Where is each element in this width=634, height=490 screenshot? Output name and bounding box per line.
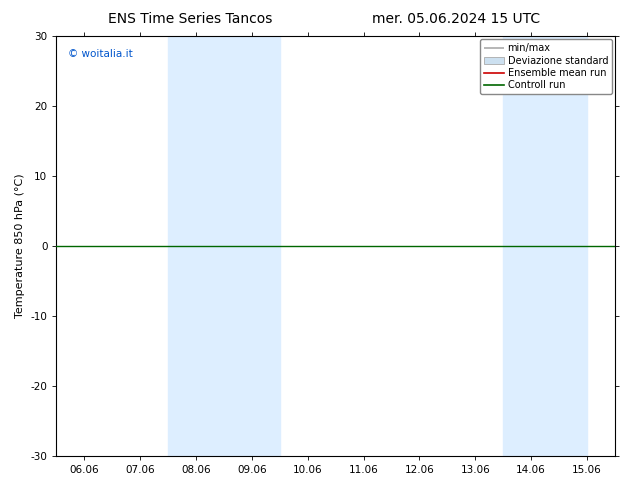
Legend: min/max, Deviazione standard, Ensemble mean run, Controll run: min/max, Deviazione standard, Ensemble m… <box>481 39 612 94</box>
Text: © woitalia.it: © woitalia.it <box>68 49 133 59</box>
Bar <box>168 36 280 456</box>
Text: ENS Time Series Tancos: ENS Time Series Tancos <box>108 12 273 26</box>
Y-axis label: Temperature 850 hPa (°C): Temperature 850 hPa (°C) <box>15 174 25 318</box>
Text: mer. 05.06.2024 15 UTC: mer. 05.06.2024 15 UTC <box>372 12 541 26</box>
Bar <box>503 36 587 456</box>
